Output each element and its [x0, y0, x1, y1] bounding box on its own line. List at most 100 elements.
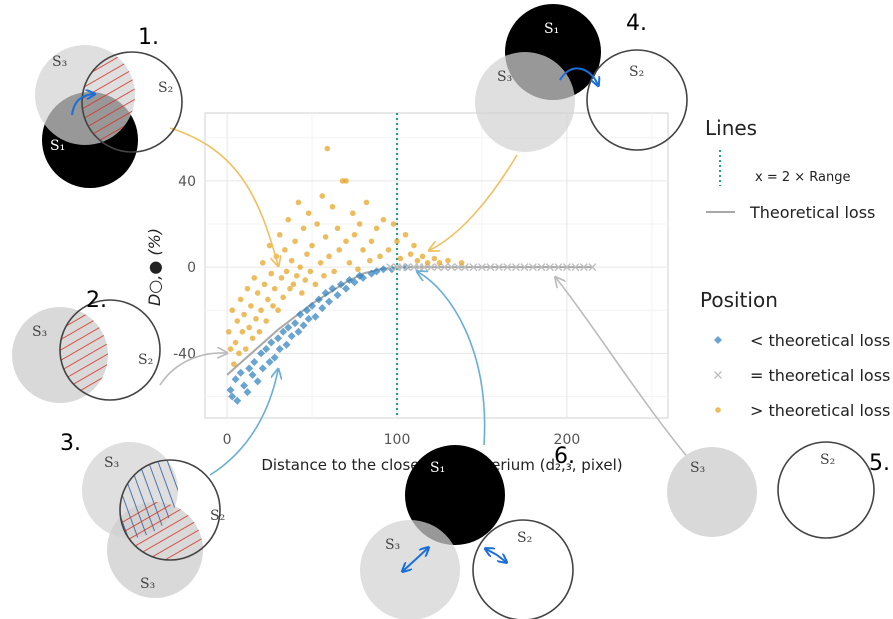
point	[296, 200, 302, 206]
point	[343, 178, 349, 184]
diagram-number: 2.	[86, 288, 107, 313]
point	[326, 254, 332, 260]
point	[318, 260, 324, 266]
figure: 0100200-40040 Distance to the closest S₃…	[0, 0, 893, 619]
y-tick-label: -40	[173, 346, 196, 362]
point	[321, 273, 327, 279]
point	[381, 217, 387, 223]
set-label: S₂	[210, 508, 225, 524]
set-label: S₃	[104, 455, 119, 471]
point	[226, 329, 232, 335]
point	[241, 312, 247, 318]
point	[245, 286, 251, 292]
point	[313, 282, 319, 288]
set-label: S₃	[32, 324, 47, 340]
point	[257, 329, 263, 335]
point	[280, 294, 286, 300]
point	[394, 238, 400, 244]
point	[306, 210, 312, 216]
point	[367, 258, 373, 264]
point	[275, 307, 281, 313]
point	[415, 258, 421, 264]
point	[297, 264, 303, 270]
set-label: S₁	[430, 460, 445, 476]
point	[350, 210, 356, 216]
point	[325, 146, 331, 152]
set-label: S₂	[158, 80, 173, 96]
point	[374, 226, 380, 232]
point	[437, 260, 443, 266]
point	[294, 273, 300, 279]
point	[253, 316, 259, 322]
point	[420, 254, 426, 260]
point	[432, 256, 438, 262]
set-label: S₃	[385, 537, 400, 553]
point	[236, 351, 242, 357]
point	[233, 340, 239, 346]
set-label: S₁	[50, 138, 65, 154]
legend-label: > theoretical loss	[750, 401, 890, 420]
point	[308, 269, 314, 275]
point	[268, 271, 274, 277]
diagram-number: 5.	[869, 451, 890, 476]
point	[347, 260, 353, 266]
point	[277, 232, 283, 238]
point	[292, 238, 298, 244]
point	[228, 346, 234, 352]
point	[408, 251, 414, 257]
point	[251, 275, 257, 281]
x-tick-label: 0	[223, 432, 232, 448]
diagram-number: 6.	[554, 444, 575, 469]
point	[369, 238, 375, 244]
point	[289, 258, 295, 264]
point	[352, 232, 358, 238]
set-label: S₃	[497, 69, 512, 85]
legend-label: = theoretical loss	[750, 366, 890, 385]
set-label: S₃	[52, 54, 67, 70]
point	[302, 277, 308, 283]
set-label: S₃	[140, 576, 155, 592]
legend-label: Theoretical loss	[749, 203, 875, 222]
point	[250, 335, 256, 341]
diagram-number: 4.	[626, 11, 647, 36]
point	[336, 247, 342, 253]
diagram-2: 2. S₃ S₂	[12, 288, 165, 405]
diagram-number: 1.	[138, 25, 159, 50]
point	[240, 329, 246, 335]
point	[301, 226, 307, 232]
legend-label: x = 2 × Range	[755, 170, 850, 185]
point	[263, 318, 269, 324]
legend: Lines x = 2 × Range Theoretical loss Pos…	[700, 116, 890, 420]
point	[270, 303, 276, 309]
x-tick-label: 100	[384, 432, 411, 448]
point	[425, 260, 431, 266]
point	[262, 282, 268, 288]
point	[260, 260, 266, 266]
diagram-number: 3.	[60, 431, 81, 456]
point	[411, 243, 417, 249]
legend-marker	[715, 372, 722, 379]
point	[304, 251, 310, 257]
point	[331, 269, 337, 275]
point	[360, 247, 366, 253]
legend-title: Lines	[705, 116, 757, 140]
legend-marker	[714, 336, 722, 344]
set-label: S₂	[820, 452, 835, 468]
diagram-1: 1. S₃ S₂ S₁	[35, 25, 200, 188]
diagram-5: 5. S₃ S₂	[667, 442, 890, 538]
point	[238, 297, 244, 303]
legend-title: Position	[700, 288, 778, 312]
point	[243, 346, 249, 352]
point	[284, 269, 290, 275]
point	[231, 361, 237, 367]
point	[282, 247, 288, 253]
legend-label: < theoretical loss	[750, 331, 890, 350]
set-label: S₃	[690, 460, 705, 476]
set-label: S₂	[517, 530, 532, 546]
point	[403, 232, 409, 238]
point	[398, 256, 404, 262]
y-tick-label: 40	[178, 174, 196, 190]
point	[355, 266, 361, 272]
point	[445, 258, 451, 264]
point	[343, 238, 349, 244]
